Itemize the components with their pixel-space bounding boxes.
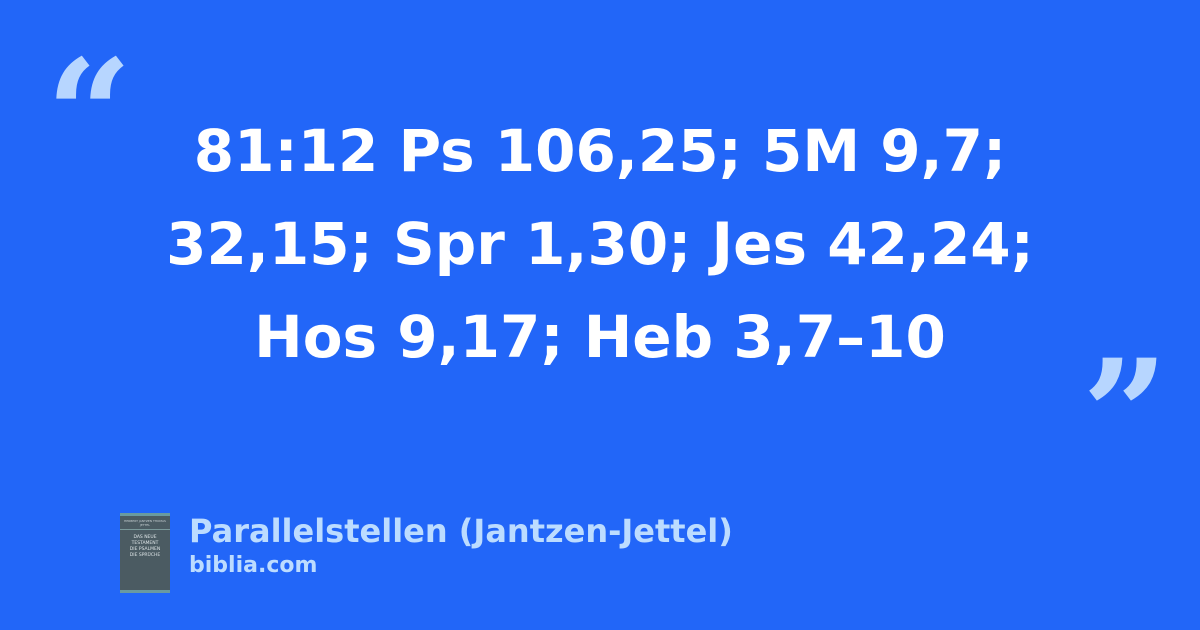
open-quote-mark: “ [46, 27, 133, 203]
cover-title-line: DIE PSALMEN [129, 547, 161, 552]
close-quote-mark: ” [1082, 327, 1169, 503]
source-site: biblia.com [189, 553, 318, 578]
book-cover-image: HERBERT JANTZEN THOMAS JETTEL DAS NEUE T… [120, 513, 170, 593]
cover-title-line: DAS NEUE [133, 535, 157, 540]
cover-title: DAS NEUE TESTAMENT DIE PSALMEN DIE SPRÜC… [120, 535, 170, 559]
quote-line: Hos 9,17; Heb 3,7–10 [254, 303, 946, 371]
cover-authors: HERBERT JANTZEN THOMAS JETTEL [120, 519, 170, 530]
quote-line: 32,15; Spr 1,30; Jes 42,24; [166, 210, 1034, 278]
quote-text: 81:12 Ps 106,25; 5M 9,7; 32,15; Spr 1,30… [100, 105, 1100, 384]
cover-title-line: DIE SPRÜCHE [129, 553, 161, 558]
source-title: Parallelstellen (Jantzen-Jettel) [189, 512, 733, 550]
cover-title-line: TESTAMENT [131, 541, 159, 546]
source-info: Parallelstellen (Jantzen-Jettel) biblia.… [189, 510, 733, 580]
quote-line: 81:12 Ps 106,25; 5M 9,7; [193, 117, 1007, 185]
